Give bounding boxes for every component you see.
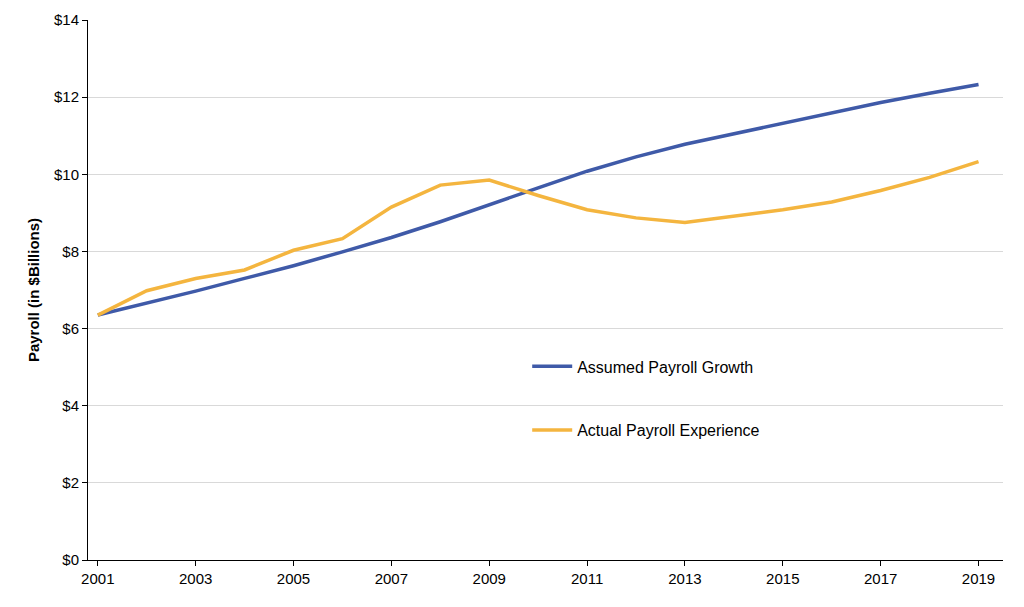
svg-text:2001: 2001 bbox=[81, 570, 114, 587]
svg-text:$6: $6 bbox=[62, 320, 79, 337]
svg-text:$4: $4 bbox=[62, 397, 79, 414]
svg-text:$8: $8 bbox=[62, 243, 79, 260]
svg-text:$0: $0 bbox=[62, 551, 79, 568]
svg-text:$2: $2 bbox=[62, 474, 79, 491]
svg-text:Payroll (in $Billions): Payroll (in $Billions) bbox=[25, 218, 42, 362]
svg-text:Actual Payroll Experience: Actual Payroll Experience bbox=[577, 422, 759, 439]
svg-text:2013: 2013 bbox=[668, 570, 701, 587]
svg-text:2005: 2005 bbox=[277, 570, 310, 587]
svg-text:2011: 2011 bbox=[571, 570, 603, 587]
svg-text:$12: $12 bbox=[54, 88, 79, 105]
svg-text:$14: $14 bbox=[54, 11, 79, 28]
svg-text:2003: 2003 bbox=[179, 570, 212, 587]
svg-text:$10: $10 bbox=[54, 166, 79, 183]
svg-text:2017: 2017 bbox=[864, 570, 897, 587]
svg-text:2019: 2019 bbox=[962, 570, 995, 587]
svg-text:2015: 2015 bbox=[766, 570, 799, 587]
svg-text:Assumed Payroll Growth: Assumed Payroll Growth bbox=[577, 359, 753, 376]
svg-text:2009: 2009 bbox=[473, 570, 506, 587]
svg-text:2007: 2007 bbox=[375, 570, 408, 587]
